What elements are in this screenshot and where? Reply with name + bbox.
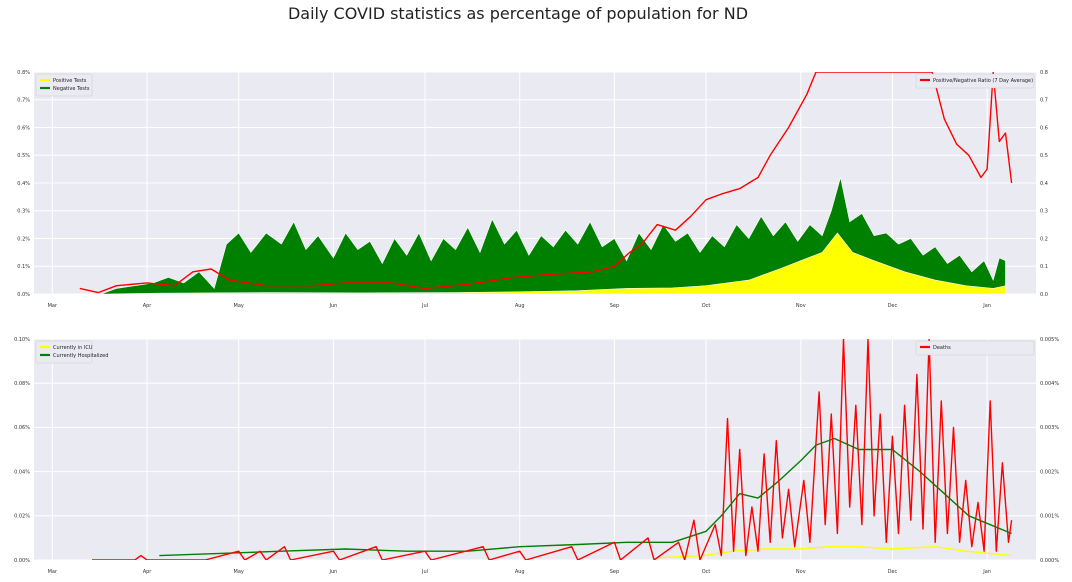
currently-in-icu-line — [657, 546, 1012, 559]
x-tick-label: Jan — [982, 303, 991, 309]
x-tick-label: Jan — [982, 569, 991, 575]
negative-tests-area — [101, 177, 1006, 294]
legend-box — [915, 340, 1035, 356]
left-y-tick-label: 0.4% — [17, 181, 30, 187]
x-tick-label: Aug — [515, 303, 525, 309]
right-y-tick-label: 0.8 — [1040, 70, 1048, 76]
x-tick-label: May — [234, 303, 244, 309]
legend-label: Currently Hospitalized — [53, 353, 108, 359]
left-y-tick-label: 0.04% — [14, 469, 30, 475]
x-tick-label: Dec — [888, 569, 898, 575]
legend-label: Positive/Negative Ratio (7 Day Average) — [933, 78, 1033, 84]
x-tick-label: May — [234, 569, 244, 575]
right-y-tick-label: 0.2 — [1040, 236, 1048, 242]
x-tick-label: Jun — [328, 303, 337, 309]
right-y-tick-label: 0.000% — [1040, 558, 1059, 564]
x-tick-label: Apr — [143, 303, 153, 309]
currently-hospitalized-line — [159, 437, 1012, 557]
right-y-tick-label: 0.002% — [1040, 469, 1059, 475]
left-y-tick-label: 0.8% — [17, 70, 30, 76]
right-y-tick-label: 0.7 — [1040, 98, 1048, 104]
legend-label: Currently in ICU — [53, 345, 93, 351]
left-y-tick-label: 0.2% — [17, 236, 30, 242]
left-y-tick-label: 0.6% — [17, 125, 30, 131]
left-y-tick-label: 0.0% — [17, 292, 30, 298]
x-tick-label: Nov — [796, 303, 806, 309]
x-tick-label: Sep — [610, 303, 619, 309]
left-y-tick-label: 0.02% — [14, 514, 30, 520]
x-tick-label: Mar — [48, 569, 58, 575]
positive-negative-ratio-7-day-average-line — [79, 72, 1013, 294]
legend-label: Deaths — [933, 345, 951, 351]
left-y-tick-label: 0.5% — [17, 153, 30, 159]
x-tick-label: Mar — [48, 303, 58, 309]
x-tick-label: Jul — [421, 303, 428, 309]
x-tick-label: Oct — [702, 303, 711, 309]
legend-label: Negative Tests — [53, 86, 90, 92]
x-tick-label: Jun — [328, 569, 337, 575]
left-y-tick-label: 0.3% — [17, 209, 30, 215]
x-tick-label: Oct — [702, 569, 711, 575]
x-tick-label: Sep — [610, 569, 619, 575]
legend-label: Positive Tests — [53, 78, 87, 84]
x-tick-label: Dec — [888, 303, 898, 309]
x-tick-label: Nov — [796, 569, 806, 575]
left-y-tick-label: 0.10% — [14, 337, 30, 343]
left-y-tick-label: 0.00% — [14, 558, 30, 564]
left-y-tick-label: 0.08% — [14, 381, 30, 387]
deaths-line — [92, 339, 1013, 560]
right-y-tick-label: 0.5 — [1040, 153, 1048, 159]
right-y-tick-label: 0.005% — [1040, 337, 1059, 343]
right-y-tick-label: 0.003% — [1040, 425, 1059, 431]
left-y-tick-label: 0.7% — [17, 98, 30, 104]
right-y-tick-label: 0.004% — [1040, 381, 1059, 387]
right-y-tick-label: 0.001% — [1040, 514, 1059, 520]
x-tick-label: Apr — [143, 569, 153, 575]
left-y-tick-label: 0.06% — [14, 425, 30, 431]
right-y-tick-label: 0.4 — [1040, 181, 1048, 187]
right-y-tick-label: 0.3 — [1040, 209, 1048, 215]
x-tick-label: Jul — [421, 569, 428, 575]
right-y-tick-label: 0.6 — [1040, 125, 1048, 131]
positive-tests-area — [110, 232, 1006, 294]
legend-box — [915, 73, 1035, 89]
right-y-tick-label: 0.0 — [1040, 292, 1048, 298]
right-y-tick-label: 0.1 — [1040, 264, 1048, 270]
x-tick-label: Aug — [515, 569, 525, 575]
page-title: Daily COVID statistics as percentage of … — [287, 4, 749, 23]
left-y-tick-label: 0.1% — [17, 264, 30, 270]
